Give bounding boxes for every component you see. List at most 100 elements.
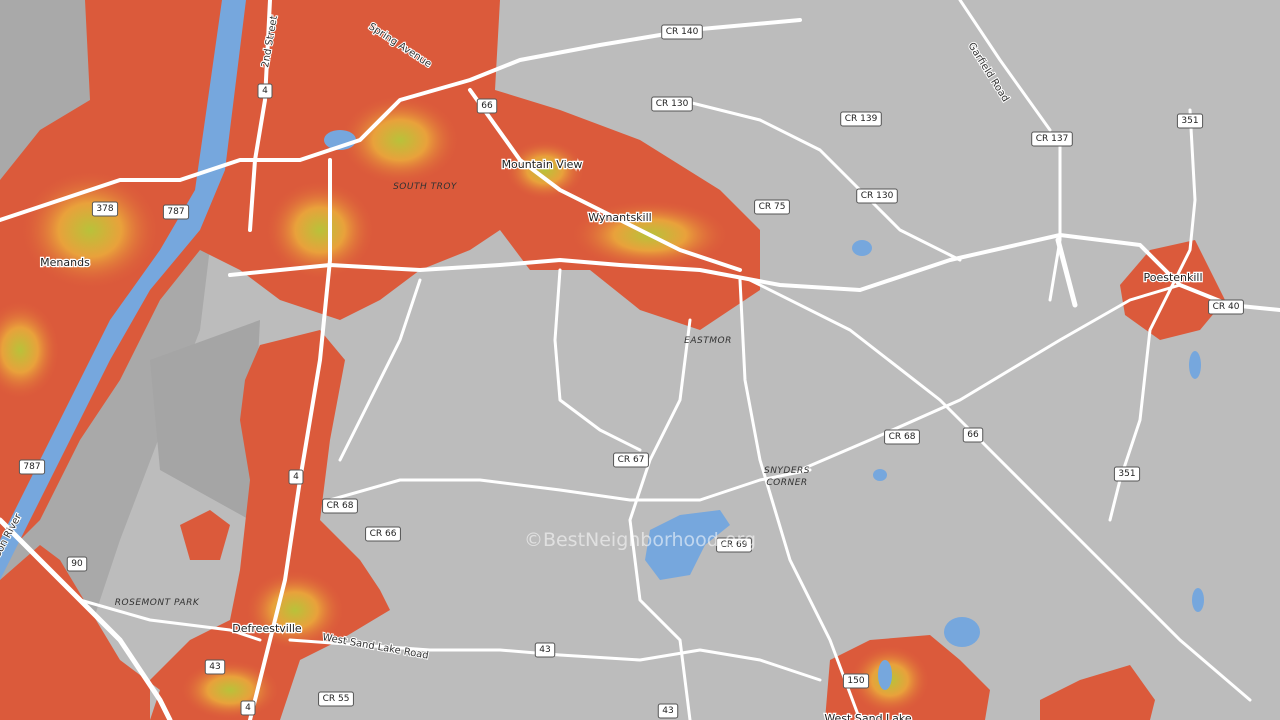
road-shield: CR 66 (365, 526, 401, 542)
road-shield: CR 55 (318, 691, 354, 707)
shield-text: 4 (293, 472, 299, 482)
place-label: Poestenkill (1143, 271, 1202, 284)
road-label: West Sand Lake Road (321, 632, 429, 662)
shield-text: CR 69 (721, 540, 748, 550)
road-shield: 90 (66, 556, 88, 572)
shield-box (18, 459, 46, 475)
place-label: Mountain View (502, 158, 583, 171)
road-shield: 43 (534, 642, 556, 658)
shield-text: CR 68 (889, 432, 916, 442)
shield-text: CR 130 (656, 99, 689, 109)
shield-text: 4 (245, 703, 251, 713)
shield-text: CR 66 (370, 529, 397, 539)
road-shield: 378 (91, 201, 119, 217)
shield-text: CR 75 (759, 202, 786, 212)
shield-text: CR 68 (327, 501, 354, 511)
road-shield: CR 140 (661, 24, 703, 40)
shield-box (1208, 299, 1244, 315)
shield-text: 66 (481, 101, 493, 111)
road-shield: CR 40 (1208, 299, 1244, 315)
shield-box (657, 703, 679, 719)
shield-box (842, 673, 870, 689)
road-shield: 4 (288, 469, 304, 485)
road-shield: 4 (257, 83, 273, 99)
shield-box (716, 537, 752, 553)
shield-text: CR 67 (618, 455, 645, 465)
shield-box (1113, 466, 1141, 482)
area-label: ROSEMONT PARK (115, 598, 200, 608)
shield-box (288, 469, 304, 485)
road-shield: CR 68 (884, 429, 920, 445)
shield-text: 351 (1118, 469, 1135, 479)
shield-text: CR 40 (1213, 302, 1240, 312)
shield-box (365, 526, 401, 542)
road-shield: 787 (162, 204, 190, 220)
shield-text: 66 (967, 430, 979, 440)
area-label: SOUTH TROY (393, 182, 458, 192)
road-shield: CR 137 (1031, 131, 1073, 147)
road-shield: 787 (18, 459, 46, 475)
watermark: ©BestNeighborhood.org (524, 529, 756, 551)
shield-box (240, 700, 256, 716)
road-shield: CR 130 (651, 96, 693, 112)
shield-box (856, 188, 898, 204)
shield-box (162, 204, 190, 220)
place-labels: Menands Mountain View Wynantskill Poeste… (39, 157, 1204, 720)
road-shield: CR 130 (856, 188, 898, 204)
place-label: Menands (40, 256, 90, 269)
shield-text: CR 139 (845, 114, 878, 124)
shield-text: 43 (209, 662, 220, 672)
shield-box (613, 452, 649, 468)
shield-box (91, 201, 119, 217)
road-shield: 43 (657, 703, 679, 719)
shield-text: 378 (96, 204, 113, 214)
place-label: Wynantskill (588, 211, 651, 224)
shield-text: 351 (1181, 116, 1198, 126)
shield-text: CR 140 (666, 27, 699, 37)
shield-box (322, 498, 358, 514)
shield-text: CR 137 (1036, 134, 1069, 144)
shield-text: CR 55 (323, 694, 350, 704)
shield-box (754, 199, 790, 215)
shield-box (1031, 131, 1073, 147)
shield-box (257, 83, 273, 99)
shield-text: 787 (23, 462, 40, 472)
shield-box (840, 111, 882, 127)
road-shield: CR 69 (716, 537, 752, 553)
road-shield: 66 (476, 98, 498, 114)
shield-text: 4 (262, 86, 268, 96)
shield-text: 150 (847, 676, 864, 686)
place-label: West Sand Lake (824, 712, 912, 720)
road-shield: CR 75 (754, 199, 790, 215)
road-shield: CR 67 (613, 452, 649, 468)
shield-box (1176, 113, 1204, 129)
place-label: Defreestville (232, 622, 302, 635)
shield-text: 787 (167, 207, 184, 217)
road-shields: CR 140 CR 130 CR 139 CR 130 CR 137 351 6… (18, 24, 1244, 719)
road-shield: CR 68 (322, 498, 358, 514)
shield-box (534, 642, 556, 658)
area-label: EASTMOR (684, 336, 732, 346)
shield-box (651, 96, 693, 112)
shield-box (962, 427, 984, 443)
water (0, 0, 1204, 690)
area-label: SNYDERS (764, 466, 810, 476)
area-labels: SOUTH TROY EASTMOR SNYDERS CORNER ROSEMO… (115, 182, 810, 608)
shield-text: CR 130 (861, 191, 894, 201)
road-shield: CR 139 (840, 111, 882, 127)
road-shield: 351 (1113, 466, 1141, 482)
area-label: CORNER (766, 478, 807, 488)
shield-box (66, 556, 88, 572)
road-shield: 4 (240, 700, 256, 716)
shield-text: 90 (71, 559, 83, 569)
shield-box (318, 691, 354, 707)
shield-text: 43 (539, 645, 550, 655)
road-shield: 43 (204, 659, 226, 675)
road-label: Garfield Road (965, 41, 1010, 104)
shield-box (884, 429, 920, 445)
road-shield: 150 (842, 673, 870, 689)
road-shield: 66 (962, 427, 984, 443)
shield-box (661, 24, 703, 40)
